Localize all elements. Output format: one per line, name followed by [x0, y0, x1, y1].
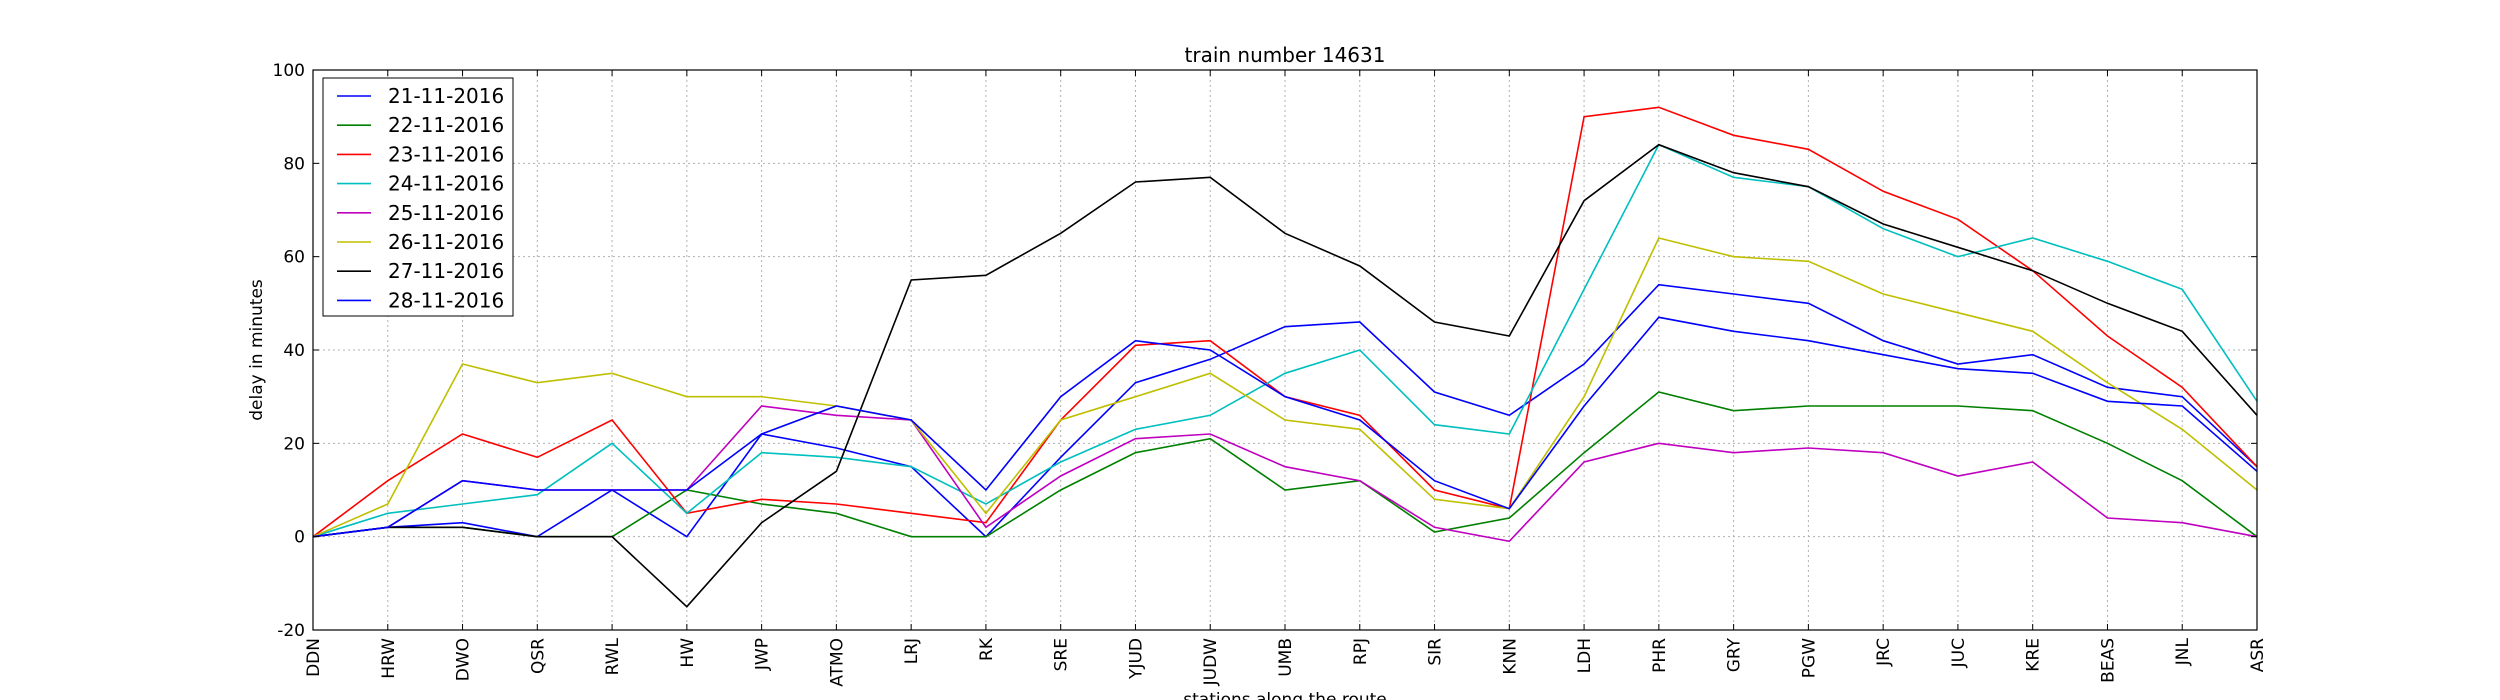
x-tick-label: QSR	[528, 638, 548, 674]
x-tick-label: BEAS	[2098, 638, 2118, 683]
legend: 21-11-2016 22-11-2016 23-11-2016 24-11-2016…	[322, 77, 514, 317]
y-tick-label: 60	[283, 248, 305, 268]
x-tick-label: LRJ	[902, 638, 922, 664]
x-tick-label: RWL	[603, 637, 623, 675]
legend-box	[322, 77, 514, 317]
series-line-27-11-2016	[312, 143, 2258, 608]
y-tick-label: 100	[273, 61, 305, 81]
y-axis-title: delay in minutes	[247, 279, 267, 421]
x-tick-label: HRW	[379, 638, 399, 679]
y-axis-ticks: -20 0 20 40 60 80 100	[273, 61, 2257, 641]
legend-label: 22-11-2016	[388, 113, 504, 137]
x-tick-label: YJUD	[1126, 638, 1146, 680]
legend-label: 27-11-2016	[388, 259, 504, 283]
x-tick-label: RK	[977, 637, 997, 661]
legend-label: 25-11-2016	[388, 201, 504, 225]
x-tick-label: LDH	[1575, 638, 1595, 673]
x-tick-label: JUDW	[1201, 638, 1221, 687]
x-axis-ticks: DDN HRW DWO QSR RWL HW JWP ATMO LRJ RK SRE YJUD JUDW…	[304, 70, 2268, 687]
grid	[313, 70, 2257, 630]
x-tick-label: JWP	[753, 638, 773, 671]
x-tick-label: JNL	[2173, 637, 2193, 666]
y-tick-label: -20	[277, 621, 305, 641]
x-axis-title: stations along the route	[1183, 690, 1387, 700]
x-tick-label: KNN	[1500, 638, 1520, 675]
series-line-28-11-2016	[312, 316, 2258, 538]
x-tick-label: PHR	[1650, 638, 1670, 673]
x-tick-label: JUC	[1949, 638, 1969, 668]
y-tick-label: 20	[283, 434, 305, 454]
legend-label: 23-11-2016	[388, 142, 504, 166]
x-tick-label: KRE	[2024, 638, 2044, 672]
legend-label: 21-11-2016	[388, 84, 504, 108]
x-tick-label: UMB	[1276, 638, 1296, 677]
x-tick-label: GRY	[1725, 637, 1745, 672]
x-tick-label: JRC	[1874, 638, 1894, 667]
legend-label: 26-11-2016	[388, 230, 504, 254]
x-tick-label: HW	[678, 638, 698, 668]
legend-label: 24-11-2016	[388, 172, 504, 196]
series-line-24-11-2016	[312, 143, 2258, 538]
x-tick-label: DWO	[454, 638, 474, 681]
x-tick-label: ASR	[2248, 638, 2268, 672]
y-tick-label: 80	[283, 154, 305, 174]
series-line-22-11-2016	[312, 391, 2258, 538]
x-tick-label: ATMO	[827, 638, 847, 687]
x-tick-label: DDN	[304, 638, 324, 677]
legend-label: 28-11-2016	[388, 288, 504, 312]
x-tick-label: SRE	[1052, 638, 1072, 671]
x-tick-label: SIR	[1426, 638, 1446, 666]
y-tick-label: 40	[283, 341, 305, 361]
y-tick-label: 0	[294, 528, 305, 548]
x-tick-label: RPJ	[1351, 638, 1371, 665]
chart-title: train number 14631	[1185, 43, 1386, 67]
series-lines	[312, 106, 2258, 608]
x-tick-label: PGW	[1799, 638, 1819, 678]
series-line-26-11-2016	[312, 237, 2258, 538]
series-line-21-11-2016	[312, 283, 2258, 538]
